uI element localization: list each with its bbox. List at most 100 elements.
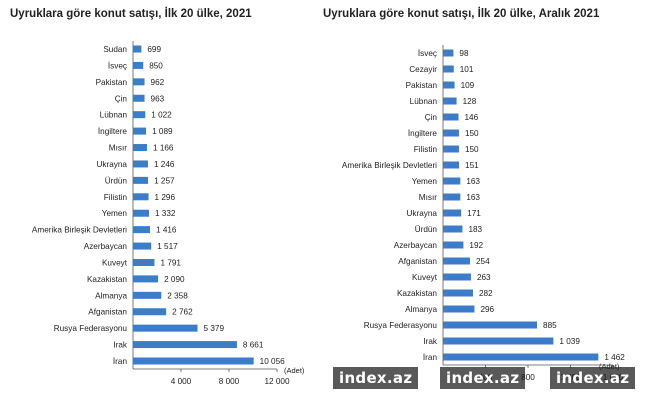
category-label: Mısır bbox=[419, 193, 437, 202]
bar bbox=[443, 49, 454, 57]
value-label: 1 246 bbox=[154, 160, 175, 169]
value-label: 150 bbox=[465, 145, 479, 154]
bar bbox=[133, 61, 144, 69]
value-label: 1 462 bbox=[604, 353, 625, 362]
bar bbox=[133, 275, 159, 283]
bar bbox=[443, 225, 463, 233]
bar bbox=[133, 160, 148, 168]
watermark-logo: index.az bbox=[550, 367, 636, 389]
value-label: 150 bbox=[465, 129, 479, 138]
category-label: Kuveyt bbox=[102, 258, 128, 267]
bar bbox=[133, 308, 167, 316]
value-label: 1 791 bbox=[160, 258, 181, 267]
value-label: 1 416 bbox=[156, 226, 177, 235]
bar bbox=[443, 65, 454, 73]
chart-title: Uyruklara göre konut satışı, İlk 20 ülke… bbox=[10, 8, 252, 20]
category-label: Kazakistan bbox=[397, 289, 437, 298]
bar bbox=[133, 127, 147, 135]
value-label: 263 bbox=[477, 273, 491, 282]
category-label: Lübnan bbox=[100, 111, 128, 120]
bar bbox=[443, 337, 554, 345]
value-label: 282 bbox=[479, 289, 493, 298]
category-label: Pakistan bbox=[406, 81, 438, 90]
value-label: 146 bbox=[465, 113, 479, 122]
value-label: 8 661 bbox=[243, 341, 264, 350]
bar bbox=[443, 257, 470, 265]
x-tick-label: 4 000 bbox=[171, 377, 192, 386]
category-label: Rusya Federasyonu bbox=[54, 324, 128, 333]
bar bbox=[133, 111, 146, 119]
bar bbox=[443, 241, 464, 249]
value-label: 2 762 bbox=[172, 308, 193, 317]
value-label: 2 358 bbox=[167, 291, 188, 300]
value-label: 98 bbox=[459, 49, 469, 58]
x-tick-label: 12 000 bbox=[264, 377, 289, 386]
category-label: Kazakistan bbox=[87, 275, 127, 284]
bar bbox=[133, 258, 155, 266]
value-label: 151 bbox=[465, 161, 479, 170]
category-label: Almanya bbox=[405, 305, 437, 314]
value-label: 10 056 bbox=[260, 357, 285, 366]
bar bbox=[443, 193, 461, 201]
category-label: Azerbaycan bbox=[394, 241, 438, 250]
bar bbox=[133, 144, 147, 152]
bar bbox=[443, 129, 459, 137]
bar-chart-svg: Sudan 699 İsveç 850 Pakistan 962 Çin 963 Lübnan 1… bbox=[32, 41, 305, 386]
category-label: Rusya Federasyonu bbox=[364, 321, 438, 330]
category-label: Irak bbox=[113, 341, 128, 350]
category-label: Cezayir bbox=[409, 65, 437, 74]
value-label: 885 bbox=[543, 321, 557, 330]
category-label: Ürdün bbox=[105, 175, 128, 185]
bar bbox=[133, 209, 149, 217]
category-label: Çin bbox=[115, 94, 128, 103]
bar bbox=[443, 113, 459, 121]
category-label: Kuveyt bbox=[412, 273, 438, 282]
value-label: 296 bbox=[480, 305, 494, 314]
bar bbox=[443, 305, 475, 313]
value-label: 101 bbox=[460, 65, 474, 74]
bar bbox=[443, 273, 471, 281]
value-label: 850 bbox=[149, 61, 163, 70]
bar bbox=[443, 97, 457, 105]
value-label: 5 379 bbox=[204, 324, 225, 333]
category-label: Almanya bbox=[95, 291, 127, 300]
value-label: 962 bbox=[151, 78, 165, 87]
bar bbox=[133, 45, 142, 53]
bar bbox=[133, 94, 145, 102]
category-label: Mısır bbox=[109, 144, 127, 153]
bar bbox=[443, 81, 455, 89]
bar bbox=[133, 176, 149, 184]
category-label: Ürdün bbox=[415, 224, 438, 234]
category-label: İngiltere bbox=[408, 128, 438, 138]
bar-chart-svg: İsveç 98 Cezayir 101 Pakistan 109 Lübnan 128 Çin… bbox=[342, 45, 625, 382]
category-label: İsveç bbox=[418, 48, 437, 58]
bar bbox=[443, 177, 461, 185]
value-label: 128 bbox=[463, 97, 477, 106]
value-label: 963 bbox=[151, 94, 165, 103]
bar bbox=[443, 353, 599, 361]
watermark-logo: index.az bbox=[333, 367, 419, 389]
value-label: 1 039 bbox=[559, 337, 580, 346]
value-label: 699 bbox=[147, 45, 161, 54]
x-tick-label: 8 000 bbox=[219, 377, 240, 386]
value-label: 163 bbox=[466, 193, 480, 202]
value-label: 1 296 bbox=[155, 193, 176, 202]
value-label: 1 257 bbox=[154, 176, 175, 185]
bar bbox=[443, 321, 538, 329]
unit-label: (Adet) bbox=[284, 366, 305, 375]
chart-left: Uyruklara göre konut satışı, İlk 20 ülke… bbox=[0, 0, 310, 404]
value-label: 171 bbox=[467, 209, 481, 218]
category-label: Filistin bbox=[414, 145, 438, 154]
category-label: Sudan bbox=[103, 45, 127, 54]
chart-title: Uyruklara göre konut satışı, İlk 20 ülke… bbox=[323, 8, 600, 20]
bar bbox=[443, 161, 460, 169]
category-label: Azerbaycan bbox=[84, 242, 128, 251]
value-label: 1 332 bbox=[155, 209, 176, 218]
value-label: 109 bbox=[461, 81, 475, 90]
value-label: 163 bbox=[466, 177, 480, 186]
bar bbox=[443, 289, 473, 297]
value-label: 1 517 bbox=[157, 242, 178, 251]
watermark-logo: index.az bbox=[440, 367, 526, 389]
chart-right: Uyruklara göre konut satışı, İlk 20 ülke… bbox=[315, 0, 650, 404]
category-label: Afganistan bbox=[398, 257, 437, 266]
